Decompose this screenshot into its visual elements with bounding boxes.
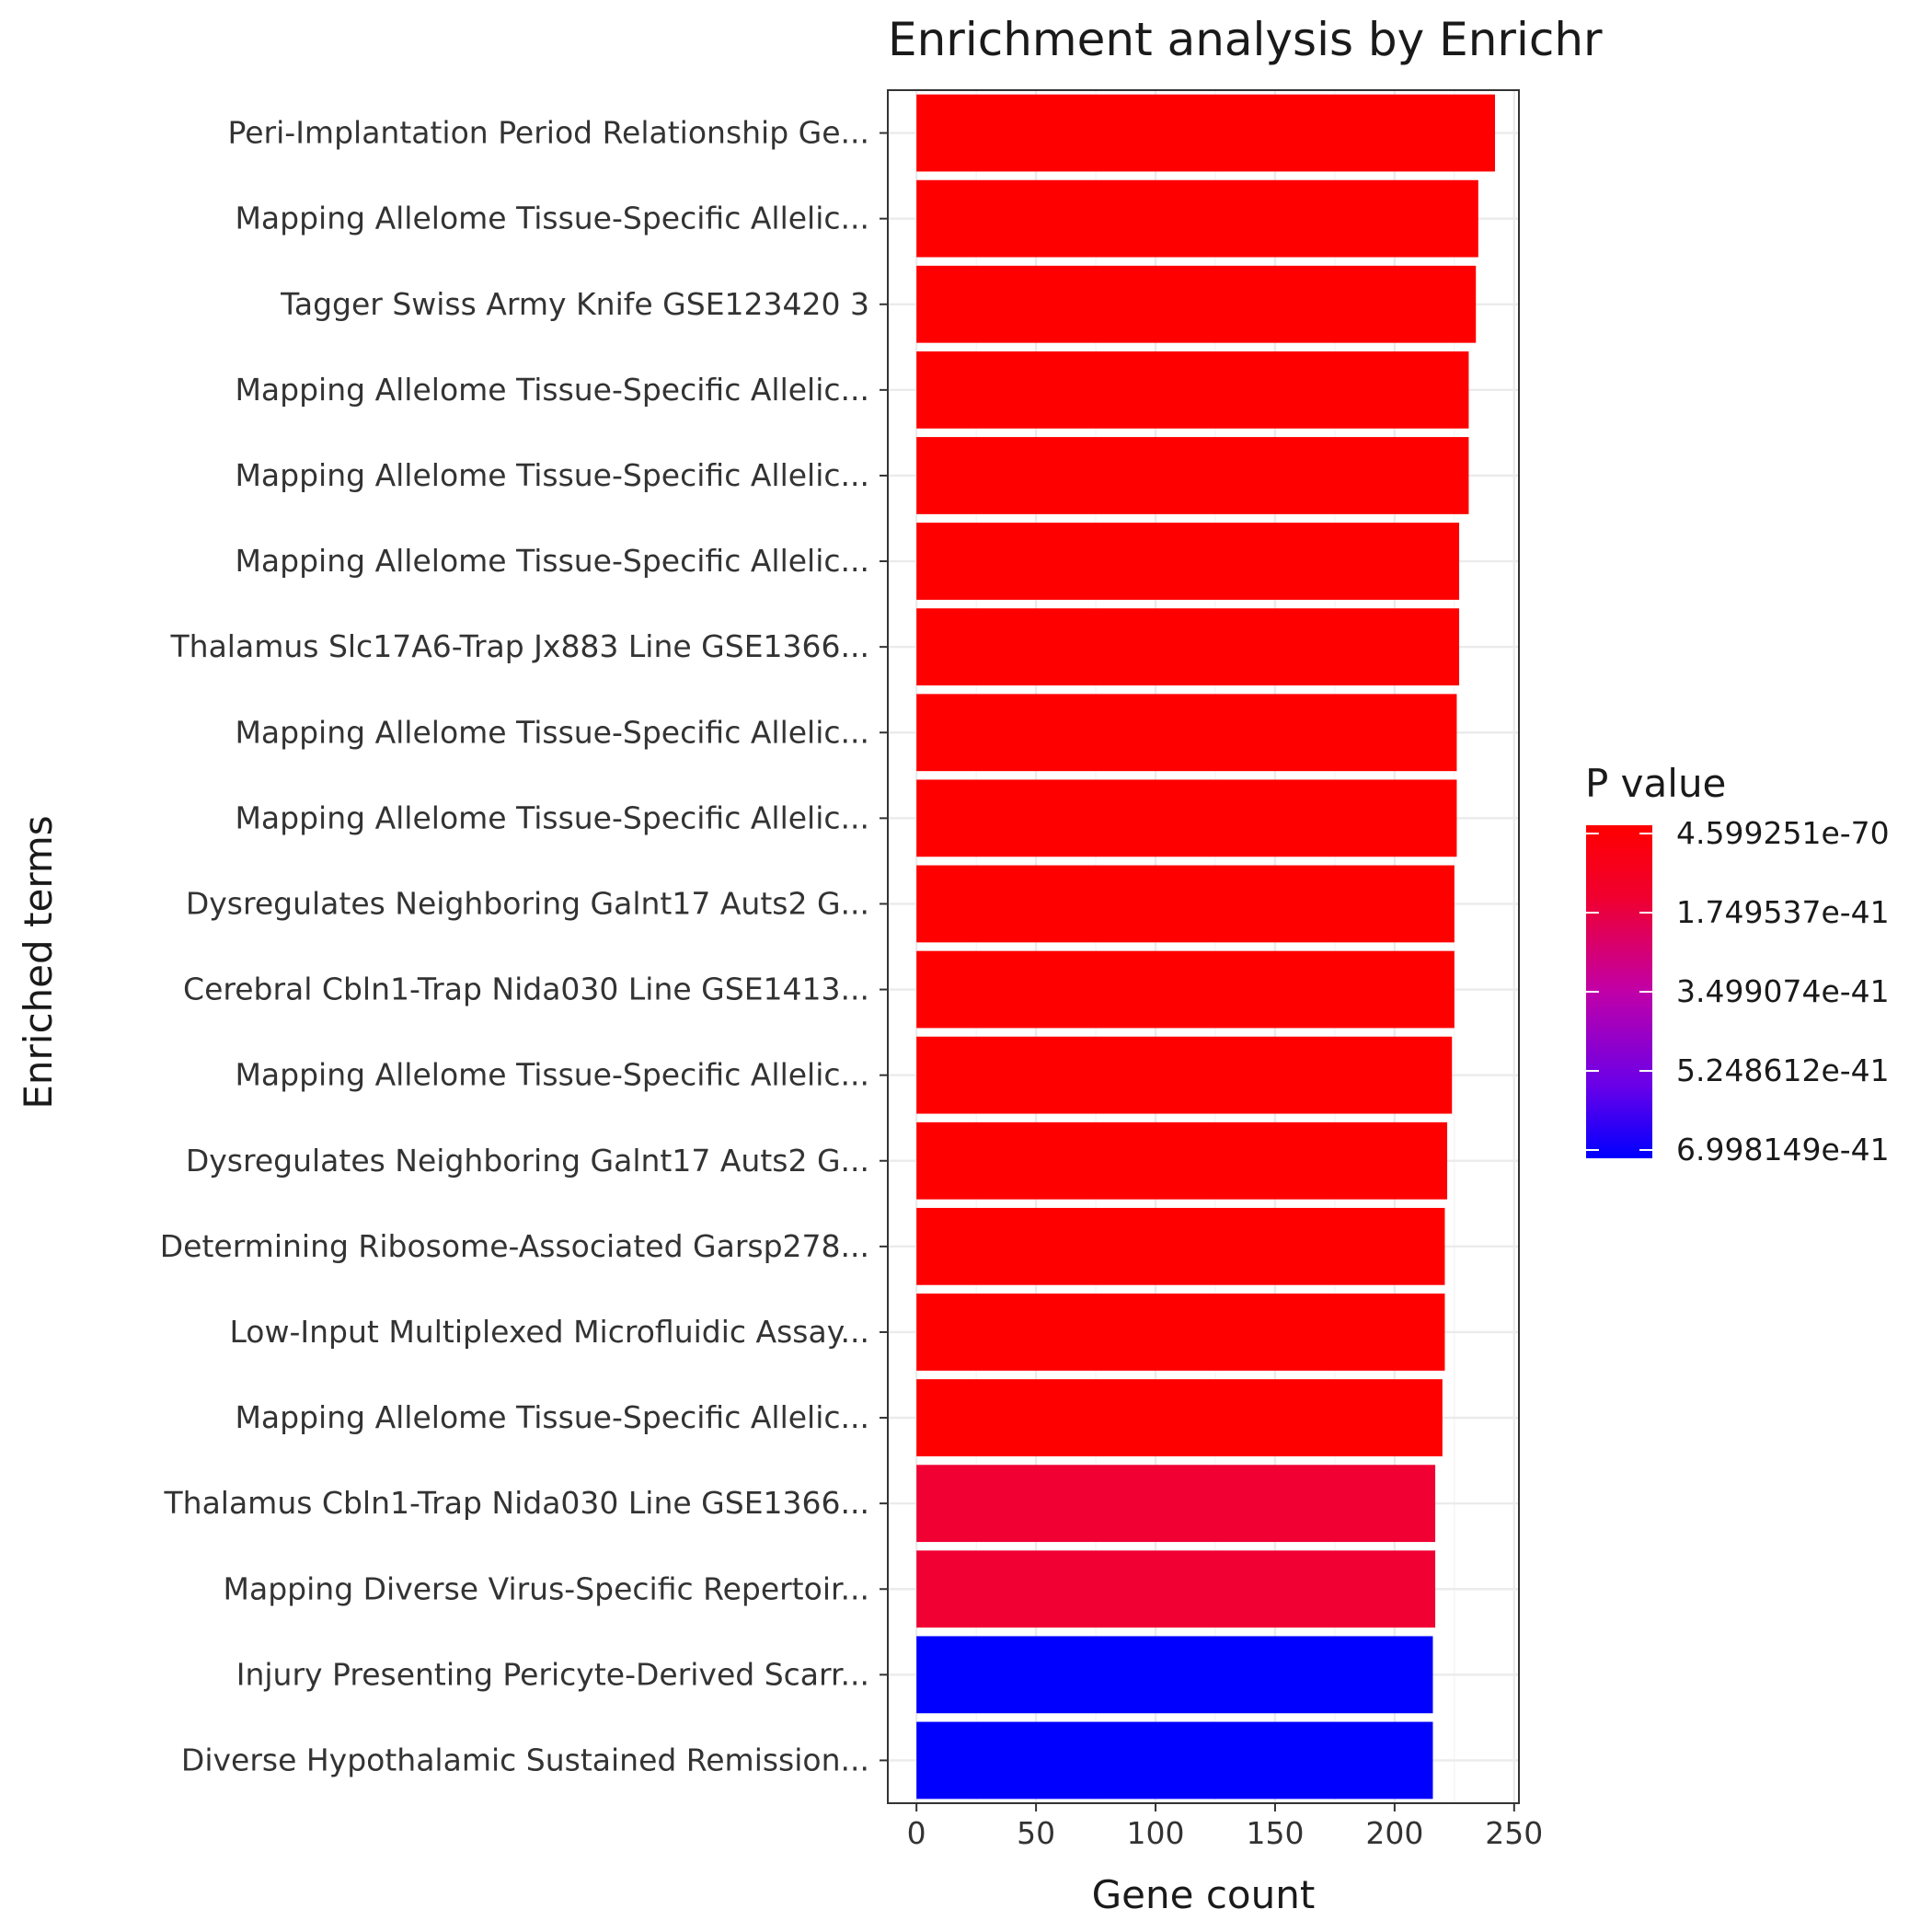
bar [916, 1636, 1433, 1714]
bar [916, 94, 1496, 172]
legend-title: P value [1585, 761, 1726, 806]
y-tick-label: Diverse Hypothalamic Sustained Remission… [181, 1742, 869, 1777]
y-tick-label: Thalamus Cbln1-Trap Nida030 Line GSE1366… [164, 1485, 870, 1521]
x-tick-label: 50 [1017, 1815, 1055, 1851]
y-tick-label: Low-Input Multiplexed Microfluidic Assay… [230, 1314, 870, 1350]
y-tick-label: Mapping Diverse Virus-Specific Repertoir… [224, 1570, 869, 1606]
legend-label: 1.749537e-41 [1676, 894, 1890, 930]
legend-label: 3.499074e-41 [1676, 973, 1890, 1009]
x-axis-ticks: 0 50 100 150 200 250 [907, 1803, 1543, 1851]
legend-ticks: 4.599251e-70 1.749537e-41 3.499074e-41 5.24… [1586, 815, 1890, 1167]
plot-panel-border [887, 89, 1520, 1804]
y-tick-label: Mapping Allelome Tissue-Specific Allelic… [235, 1399, 869, 1435]
bar [916, 1379, 1443, 1456]
y-tick-label: Cerebral Cbln1-Trap Nida030 Line GSE1413… [183, 972, 869, 1007]
bar [916, 523, 1460, 600]
bar [916, 1207, 1445, 1285]
bar [916, 779, 1457, 857]
legend-label: 4.599251e-70 [1676, 815, 1890, 851]
bar [916, 437, 1469, 514]
y-axis-title: Enriched terms [16, 815, 61, 1109]
y-tick-label: Dysregulates Neighboring Galnt17 Auts2 G… [186, 885, 869, 921]
chart-title: Enrichment analysis by Enrichr [888, 13, 1603, 66]
x-tick-label: 150 [1246, 1815, 1304, 1851]
bar [916, 1121, 1448, 1200]
y-tick-label: Tagger Swiss Army Knife GSE123420 3 [280, 286, 869, 322]
y-tick-label: Mapping Allelome Tissue-Specific Allelic… [235, 543, 869, 579]
y-tick-label: Injury Presenting Pericyte-Derived Scarr… [236, 1656, 869, 1692]
bar [916, 694, 1457, 772]
bar [916, 1036, 1453, 1114]
legend-label: 5.248612e-41 [1676, 1052, 1890, 1088]
x-axis-title: Gene count [1092, 1872, 1316, 1917]
bars [916, 94, 1496, 1800]
plot-panel-background [888, 90, 1519, 1803]
legend: P value 4.599251e-70 1.749537e-41 3.499074… [1585, 761, 1890, 1167]
bar [916, 865, 1455, 943]
x-tick-label: 100 [1127, 1815, 1185, 1851]
bar [916, 265, 1477, 343]
x-tick-label: 250 [1485, 1815, 1543, 1851]
y-tick-label: Thalamus Slc17A6-Trap Jx883 Line GSE1366… [170, 628, 869, 664]
y-axis-ticks: Peri-Implantation Period Relationship Ge… [160, 115, 888, 1777]
bar [916, 351, 1469, 429]
y-tick-label: Mapping Allelome Tissue-Specific Allelic… [235, 799, 869, 835]
bar [916, 1294, 1445, 1371]
x-tick-label: 200 [1365, 1815, 1423, 1851]
y-tick-label: Dysregulates Neighboring Galnt17 Auts2 G… [186, 1143, 869, 1179]
legend-label: 6.998149e-41 [1676, 1132, 1890, 1167]
y-tick-label: Mapping Allelome Tissue-Specific Allelic… [235, 457, 869, 493]
y-tick-label: Determining Ribosome-Associated Garsp278… [160, 1228, 869, 1264]
bar [916, 1721, 1433, 1800]
bar [916, 950, 1455, 1029]
bar [916, 608, 1460, 686]
y-tick-label: Mapping Allelome Tissue-Specific Allelic… [235, 201, 869, 236]
bar [916, 1465, 1436, 1543]
y-tick-label: Mapping Allelome Tissue-Specific Allelic… [235, 714, 869, 750]
bar [916, 179, 1478, 258]
bar [916, 1550, 1436, 1628]
y-tick-label: Mapping Allelome Tissue-Specific Allelic… [235, 372, 869, 408]
x-tick-label: 0 [907, 1815, 926, 1851]
y-tick-label: Mapping Allelome Tissue-Specific Allelic… [235, 1057, 869, 1093]
y-tick-label: Peri-Implantation Period Relationship Ge… [228, 115, 869, 151]
